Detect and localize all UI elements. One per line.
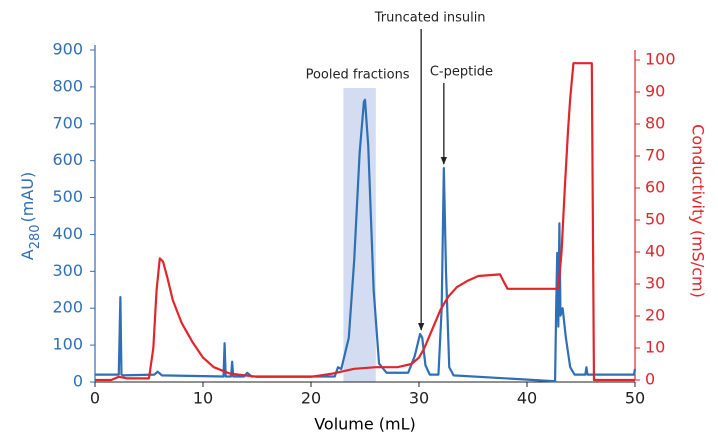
x-tick-label: 30 bbox=[409, 389, 429, 408]
x-tick-label: 50 bbox=[625, 389, 645, 408]
annotation-label: Truncated insulin bbox=[374, 11, 486, 26]
shaded-region-label: Pooled fractions bbox=[306, 68, 410, 83]
y-tick-label: 400 bbox=[52, 224, 83, 243]
x-tick-label: 20 bbox=[301, 389, 321, 408]
y-axis-label-subscript: 280 bbox=[28, 224, 43, 249]
y-tick-label: 900 bbox=[52, 40, 83, 59]
y2-tick-label: 40 bbox=[645, 242, 665, 261]
y-axis-label: A280(mAU) bbox=[18, 172, 44, 261]
y2-tick-label: 20 bbox=[645, 306, 665, 325]
y2-tick-label: 100 bbox=[645, 50, 676, 69]
y2-tick-label: 70 bbox=[645, 146, 665, 165]
y-tick-label: 0 bbox=[73, 372, 83, 391]
y-tick-label: 700 bbox=[52, 113, 83, 132]
y-tick-label: 200 bbox=[52, 298, 83, 317]
y2-tick-label: 80 bbox=[645, 114, 665, 133]
y-tick-label: 800 bbox=[52, 76, 83, 95]
x-tick-label: 10 bbox=[193, 389, 213, 408]
y-axis-label-main: A bbox=[18, 249, 37, 260]
y2-tick-label: 30 bbox=[645, 274, 665, 293]
y2-tick-label: 60 bbox=[645, 178, 665, 197]
y2-tick-label: 90 bbox=[645, 82, 665, 101]
y-tick-label: 500 bbox=[52, 187, 83, 206]
y2-axis-label: Conductivity (mS/cm) bbox=[689, 124, 708, 298]
x-axis-label: Volume (mL) bbox=[314, 415, 416, 434]
x-tick-label: 40 bbox=[517, 389, 537, 408]
y-tick-label: 300 bbox=[52, 261, 83, 280]
y2-tick-label: 0 bbox=[645, 370, 655, 389]
y-axis-label-unit: (mAU) bbox=[18, 172, 37, 223]
y2-tick-label: 10 bbox=[645, 338, 665, 357]
x-tick-label: 0 bbox=[90, 389, 100, 408]
y2-tick-label: 50 bbox=[645, 210, 665, 229]
y-tick-label: 600 bbox=[52, 150, 83, 169]
y-tick-label: 100 bbox=[52, 335, 83, 354]
annotation-label: C-peptide bbox=[430, 65, 493, 80]
series-line bbox=[95, 62, 635, 382]
